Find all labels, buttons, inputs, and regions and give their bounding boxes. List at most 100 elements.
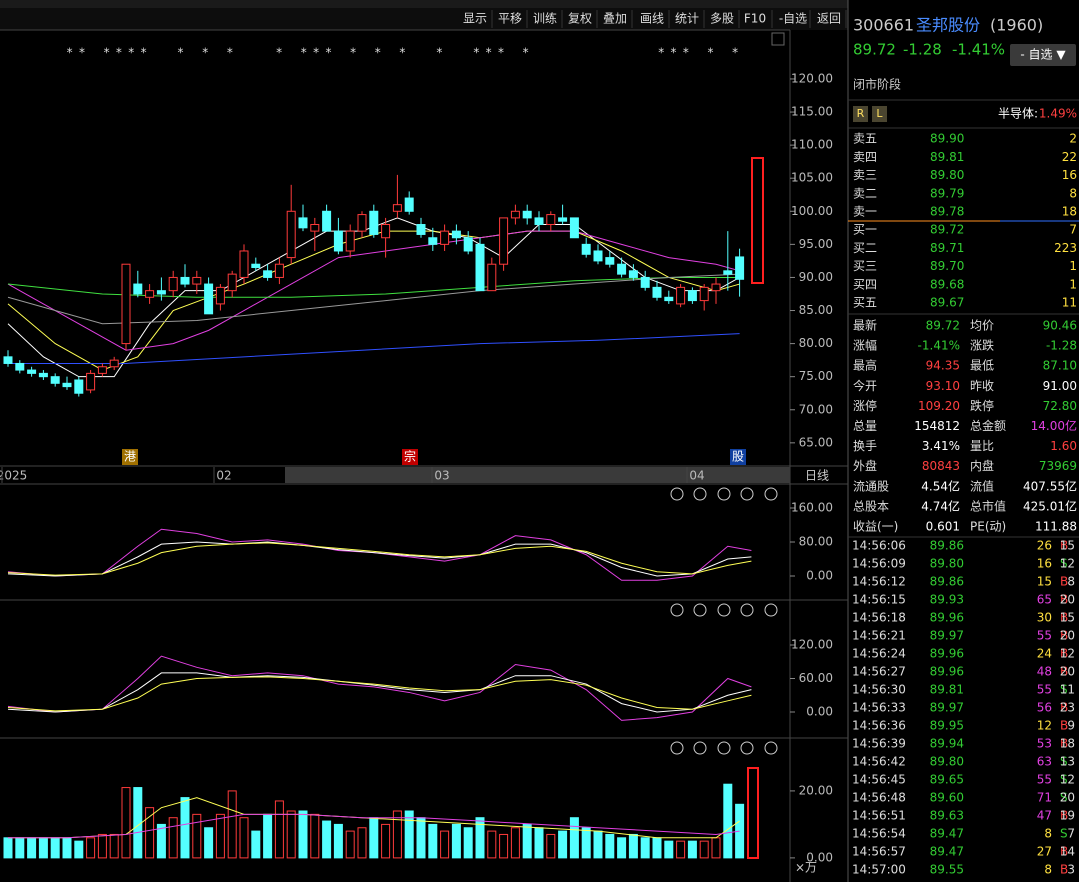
event-marker-label[interactable]: 港 xyxy=(124,450,136,464)
tick-count: 19 xyxy=(1060,809,1075,823)
book-volume: 8 xyxy=(1069,186,1077,200)
panel-icon[interactable] xyxy=(764,487,778,501)
candle-body xyxy=(286,210,296,259)
panel-icon[interactable] xyxy=(693,603,707,617)
indicator-line xyxy=(7,217,740,378)
toolbar-button[interactable]: 复权 xyxy=(568,12,592,26)
toolbar-button[interactable]: 统计 xyxy=(675,12,699,26)
panel-icon[interactable] xyxy=(717,603,731,617)
book-volume: 22 xyxy=(1062,150,1077,164)
tick-time: 14:56:33 xyxy=(852,701,906,715)
tick-time: 14:56:51 xyxy=(852,809,906,823)
book-volume: 2 xyxy=(1069,132,1077,146)
book-price: 89.67 xyxy=(930,296,964,310)
tag-box xyxy=(872,106,887,122)
panel-icon[interactable] xyxy=(764,741,778,755)
book-volume: 7 xyxy=(1069,223,1077,237)
toolbar-button[interactable]: 画线 xyxy=(640,12,664,26)
stat-value: 425.01亿 xyxy=(1023,498,1077,513)
volume-bar xyxy=(723,783,733,859)
toolbar-button[interactable]: 叠加 xyxy=(603,12,627,26)
volume-bar xyxy=(145,807,155,859)
panel-icon[interactable] xyxy=(740,741,754,755)
event-marker[interactable] xyxy=(730,449,746,465)
stat-label: 涨跌 xyxy=(970,338,994,353)
event-marker-label[interactable]: 宗 xyxy=(404,449,416,464)
candle-body xyxy=(204,283,214,315)
window-button[interactable] xyxy=(771,32,785,46)
stat-value: 407.55亿 xyxy=(1023,478,1077,493)
y-tick-label: 80.00 xyxy=(799,336,833,350)
panel-icon[interactable] xyxy=(764,603,778,617)
toolbar-button[interactable]: 训练 xyxy=(533,11,557,26)
volume-bar xyxy=(274,800,284,859)
volume-bar xyxy=(640,837,650,859)
panel-icon[interactable] xyxy=(670,741,684,755)
volume-bar xyxy=(97,833,107,859)
tag-label: R xyxy=(857,107,865,120)
watchlist-button[interactable] xyxy=(1010,44,1076,66)
volume-bar xyxy=(617,837,627,859)
candle-body xyxy=(522,210,532,219)
toolbar-button[interactable]: 多股 xyxy=(710,12,734,26)
toolbar-button[interactable]: F10 xyxy=(744,12,766,26)
watchlist-button-label[interactable]: - 自选 ▼ xyxy=(1020,48,1066,62)
tick-volume: 8 xyxy=(1044,863,1052,877)
candle-body xyxy=(711,283,721,292)
stat-value: 3.41% xyxy=(922,439,960,453)
toolbar-button[interactable]: 显示 xyxy=(463,12,487,26)
candle-body xyxy=(487,263,497,292)
tick-price: 89.86 xyxy=(930,539,964,553)
volume-bar xyxy=(404,810,414,859)
stat-value: 14.00亿 xyxy=(1031,418,1077,433)
price-pct: -1.41% xyxy=(952,41,1005,59)
stat-value: 154812 xyxy=(914,419,960,433)
stat-label: 总市值 xyxy=(970,498,1006,513)
panel-icon[interactable] xyxy=(740,603,754,617)
volume-bar xyxy=(428,823,438,859)
panel-icon[interactable] xyxy=(670,487,684,501)
tick-price: 89.47 xyxy=(930,827,964,841)
candle-body xyxy=(180,276,190,285)
book-price: 89.79 xyxy=(930,186,964,200)
panel-icon[interactable] xyxy=(717,741,731,755)
volume-bar xyxy=(487,830,497,859)
event-marker-label[interactable]: 股 xyxy=(732,450,744,464)
stat-label: 收益(一) xyxy=(853,520,898,534)
tick-time: 14:56:30 xyxy=(852,683,906,697)
book-label: 卖二 xyxy=(853,186,877,200)
stat-label: 涨幅 xyxy=(853,338,877,353)
candle-body xyxy=(369,210,379,235)
toolbar-button[interactable]: -自选 xyxy=(779,12,807,26)
volume-bar xyxy=(322,820,332,859)
candle-body xyxy=(227,273,237,292)
tick-count: 7 xyxy=(1067,827,1075,841)
candle-body xyxy=(676,286,686,305)
volume-bar xyxy=(534,827,544,859)
panel-icon[interactable] xyxy=(670,603,684,617)
candle-body xyxy=(735,256,745,280)
panel-icon[interactable] xyxy=(740,487,754,501)
event-marker[interactable] xyxy=(122,449,138,465)
stat-label: 均价 xyxy=(970,319,994,333)
volume-bar xyxy=(510,827,520,859)
scrollbar[interactable] xyxy=(285,467,790,483)
tick-price: 89.80 xyxy=(930,755,964,769)
panel-icon[interactable] xyxy=(693,487,707,501)
tick-side: B xyxy=(1060,809,1068,823)
indicator-line xyxy=(7,672,752,713)
candle-body xyxy=(133,283,143,295)
panel-icon[interactable] xyxy=(717,487,731,501)
volume-bar xyxy=(463,827,473,859)
candle-body xyxy=(534,217,544,226)
tick-side: S xyxy=(1060,827,1068,841)
candle-body xyxy=(62,382,72,388)
toolbar-button[interactable]: 平移 xyxy=(498,12,522,26)
event-marker[interactable] xyxy=(402,449,418,465)
panel-icon[interactable] xyxy=(693,741,707,755)
toolbar-button[interactable]: 返回 xyxy=(817,12,841,26)
tick-side: B xyxy=(1060,719,1068,733)
volume-bar xyxy=(699,840,709,859)
book-volume: 16 xyxy=(1062,168,1077,182)
